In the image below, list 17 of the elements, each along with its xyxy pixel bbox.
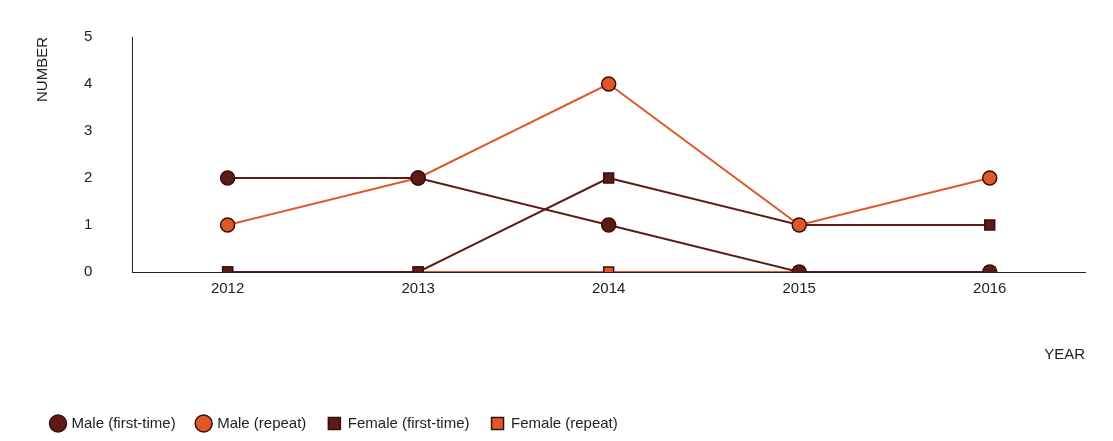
x-tick-label: 2013 (401, 279, 435, 297)
legend-label: Male (repeat) (217, 413, 307, 431)
x-tick-label: 2014 (591, 279, 626, 297)
x-tick-label: 2012 (210, 279, 245, 297)
y-tick-label: 2 (84, 168, 93, 186)
legend-label: Female (repeat) (511, 413, 618, 431)
y-tick-label: 1 (84, 215, 93, 233)
y-tick-label: 5 (84, 27, 93, 45)
x-axis-title: YEAR (1044, 345, 1086, 363)
y-axis-title: NUMBER (33, 36, 51, 103)
x-tick-label: 2015 (782, 279, 816, 297)
y-tick-label: 4 (84, 74, 93, 92)
legend-label: Male (first-time) (71, 413, 176, 431)
legend-label: Female (first-time) (347, 413, 470, 431)
y-tick-label: 3 (84, 121, 93, 139)
y-tick-label: 0 (84, 262, 93, 280)
x-tick-label: 2016 (973, 279, 1007, 297)
